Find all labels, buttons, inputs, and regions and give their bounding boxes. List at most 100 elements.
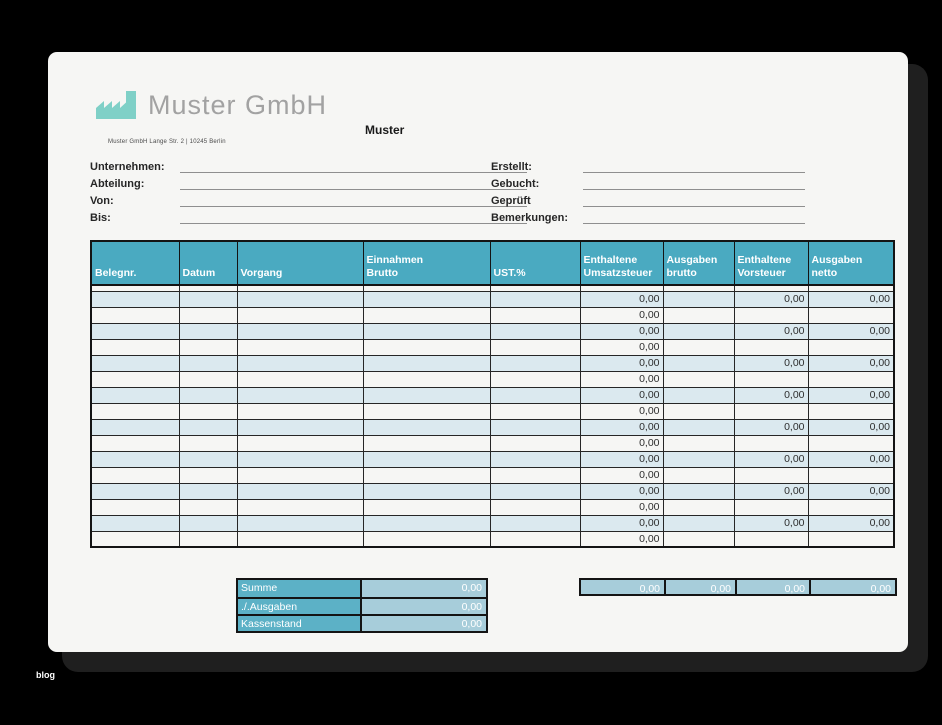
form-input-line[interactable] — [180, 211, 527, 224]
table-cell[interactable] — [807, 434, 895, 452]
table-cell[interactable] — [489, 322, 581, 340]
table-cell[interactable]: 0,00 — [807, 322, 895, 340]
table-cell[interactable] — [807, 530, 895, 548]
table-cell[interactable] — [178, 530, 238, 548]
form-input-line[interactable] — [583, 177, 805, 190]
form-input-line[interactable] — [180, 160, 527, 173]
table-cell[interactable] — [807, 370, 895, 388]
table-cell[interactable]: 0,00 — [579, 450, 664, 468]
table-cell[interactable] — [236, 306, 364, 324]
table-cell[interactable]: 0,00 — [579, 514, 664, 532]
table-cell[interactable] — [362, 514, 491, 532]
table-cell[interactable] — [90, 370, 180, 388]
table-cell[interactable]: 0,00 — [579, 322, 664, 340]
summary-total-cell[interactable]: 0,00 — [581, 580, 664, 595]
table-cell[interactable] — [733, 306, 809, 324]
table-cell[interactable] — [362, 466, 491, 484]
table-cell[interactable] — [90, 290, 180, 308]
table-cell[interactable]: 0,00 — [579, 418, 664, 436]
table-cell[interactable] — [362, 498, 491, 516]
table-cell[interactable] — [489, 466, 581, 484]
table-cell[interactable] — [662, 482, 735, 500]
table-cell[interactable] — [90, 434, 180, 452]
table-cell[interactable] — [733, 338, 809, 356]
table-cell[interactable] — [236, 338, 364, 356]
table-cell[interactable]: 0,00 — [579, 498, 664, 516]
table-cell[interactable] — [662, 290, 735, 308]
table-cell[interactable] — [178, 402, 238, 420]
table-cell[interactable] — [90, 482, 180, 500]
table-cell[interactable] — [733, 434, 809, 452]
table-cell[interactable] — [362, 370, 491, 388]
table-cell[interactable]: 0,00 — [579, 434, 664, 452]
table-cell[interactable] — [236, 354, 364, 372]
table-cell[interactable] — [90, 386, 180, 404]
table-cell[interactable] — [489, 354, 581, 372]
table-cell[interactable] — [489, 418, 581, 436]
summary-value[interactable]: 0,00 — [362, 616, 486, 631]
table-cell[interactable] — [362, 338, 491, 356]
table-cell[interactable] — [90, 322, 180, 340]
table-cell[interactable]: 0,00 — [733, 418, 809, 436]
form-input-line[interactable] — [583, 160, 805, 173]
table-cell[interactable] — [489, 290, 581, 308]
table-cell[interactable] — [236, 322, 364, 340]
table-cell[interactable] — [489, 498, 581, 516]
table-cell[interactable] — [662, 466, 735, 484]
table-cell[interactable] — [662, 514, 735, 532]
summary-total-cell[interactable]: 0,00 — [735, 580, 809, 595]
table-cell[interactable] — [662, 498, 735, 516]
table-cell[interactable]: 0,00 — [807, 386, 895, 404]
summary-total-cell[interactable]: 0,00 — [809, 580, 895, 595]
table-cell[interactable] — [236, 402, 364, 420]
table-cell[interactable] — [178, 514, 238, 532]
table-cell[interactable] — [90, 306, 180, 324]
table-cell[interactable]: 0,00 — [733, 290, 809, 308]
table-cell[interactable]: 0,00 — [579, 386, 664, 404]
table-cell[interactable] — [178, 386, 238, 404]
table-cell[interactable]: 0,00 — [807, 450, 895, 468]
table-cell[interactable] — [362, 402, 491, 420]
table-cell[interactable] — [733, 498, 809, 516]
table-cell[interactable] — [90, 338, 180, 356]
table-cell[interactable] — [362, 354, 491, 372]
table-cell[interactable]: 0,00 — [579, 354, 664, 372]
table-cell[interactable]: 0,00 — [733, 450, 809, 468]
table-cell[interactable] — [236, 434, 364, 452]
table-cell[interactable] — [362, 322, 491, 340]
table-cell[interactable] — [178, 450, 238, 468]
table-cell[interactable] — [362, 418, 491, 436]
table-cell[interactable]: 0,00 — [579, 290, 664, 308]
form-input-line[interactable] — [180, 177, 527, 190]
table-cell[interactable]: 0,00 — [733, 514, 809, 532]
table-cell[interactable] — [807, 466, 895, 484]
table-cell[interactable] — [178, 290, 238, 308]
table-cell[interactable] — [178, 338, 238, 356]
table-cell[interactable] — [236, 466, 364, 484]
table-cell[interactable]: 0,00 — [807, 482, 895, 500]
table-cell[interactable] — [489, 434, 581, 452]
table-cell[interactable] — [236, 370, 364, 388]
table-cell[interactable] — [489, 386, 581, 404]
table-cell[interactable] — [236, 482, 364, 500]
table-cell[interactable] — [489, 370, 581, 388]
table-cell[interactable] — [733, 530, 809, 548]
table-cell[interactable] — [807, 306, 895, 324]
table-cell[interactable] — [489, 338, 581, 356]
table-cell[interactable]: 0,00 — [579, 530, 664, 548]
table-cell[interactable] — [178, 482, 238, 500]
table-cell[interactable] — [178, 498, 238, 516]
table-cell[interactable] — [662, 450, 735, 468]
table-cell[interactable] — [662, 338, 735, 356]
table-cell[interactable] — [489, 450, 581, 468]
summary-total-cell[interactable]: 0,00 — [664, 580, 735, 595]
table-cell[interactable]: 0,00 — [733, 322, 809, 340]
table-cell[interactable] — [178, 354, 238, 372]
table-cell[interactable] — [662, 418, 735, 436]
table-cell[interactable]: 0,00 — [733, 482, 809, 500]
table-cell[interactable]: 0,00 — [579, 338, 664, 356]
form-input-line[interactable] — [583, 211, 805, 224]
table-cell[interactable] — [662, 434, 735, 452]
table-cell[interactable] — [90, 450, 180, 468]
table-cell[interactable] — [662, 530, 735, 548]
